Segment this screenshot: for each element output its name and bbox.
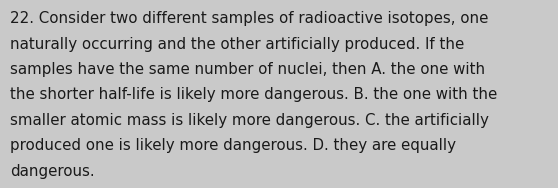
- Text: smaller atomic mass is likely more dangerous. C. the artificially: smaller atomic mass is likely more dange…: [10, 113, 489, 128]
- Text: dangerous.: dangerous.: [10, 164, 95, 179]
- Text: 22. Consider two different samples of radioactive isotopes, one: 22. Consider two different samples of ra…: [10, 11, 488, 26]
- Text: produced one is likely more dangerous. D. they are equally: produced one is likely more dangerous. D…: [10, 138, 456, 153]
- Text: the shorter half-life is likely more dangerous. B. the one with the: the shorter half-life is likely more dan…: [10, 87, 497, 102]
- Text: samples have the same number of nuclei, then A. the one with: samples have the same number of nuclei, …: [10, 62, 485, 77]
- Text: naturally occurring and the other artificially produced. If the: naturally occurring and the other artifi…: [10, 37, 464, 52]
